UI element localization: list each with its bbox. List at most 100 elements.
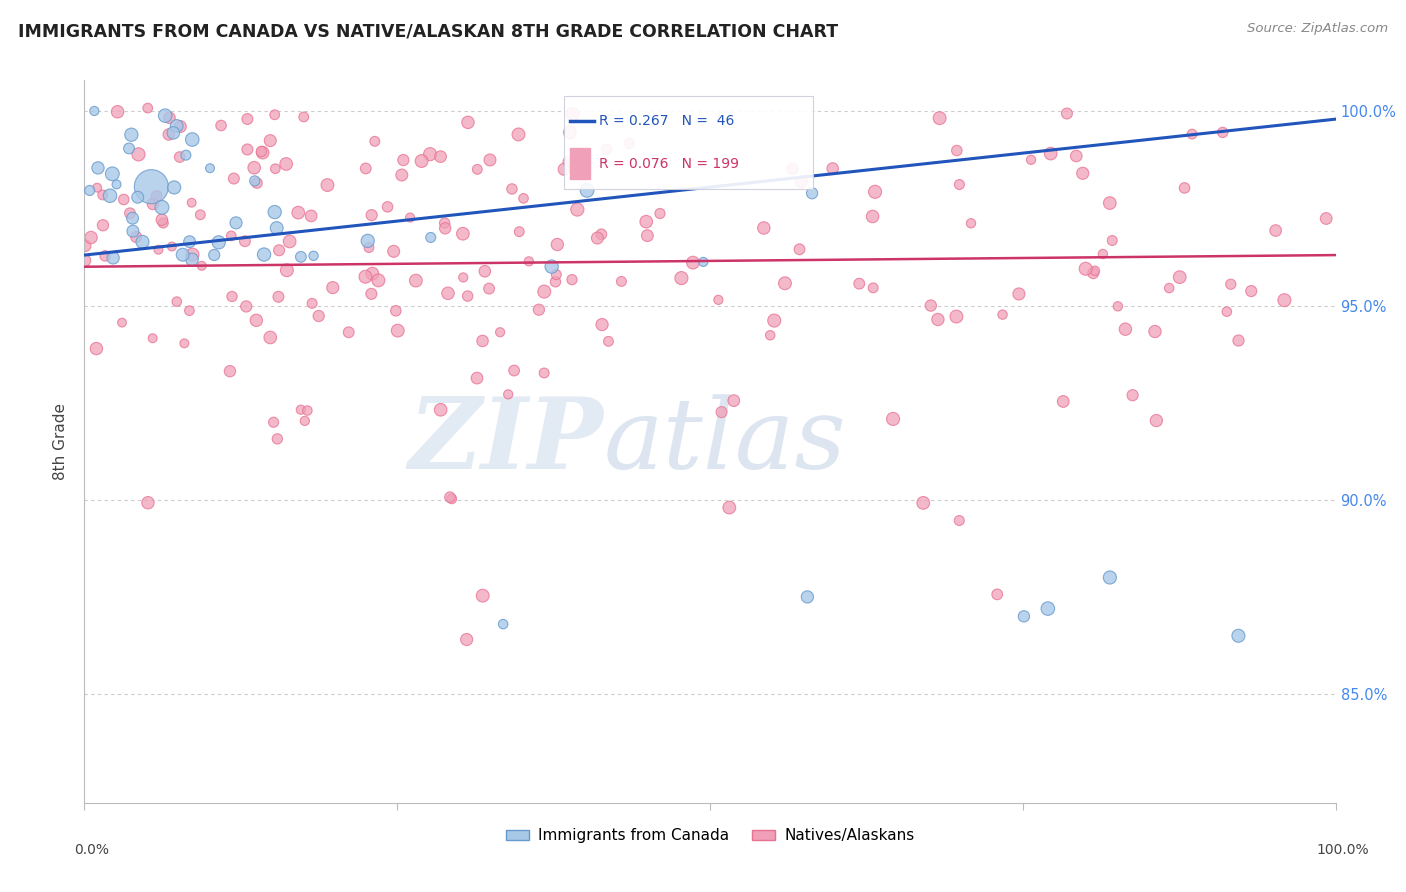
Point <box>225 216 247 230</box>
Point <box>222 171 245 186</box>
Point <box>91 188 114 202</box>
Point <box>127 190 149 204</box>
Point <box>1101 234 1123 248</box>
Point <box>101 167 124 181</box>
Point <box>86 342 108 356</box>
Point <box>544 275 567 289</box>
Point <box>1181 127 1204 141</box>
Point <box>252 145 274 160</box>
Point <box>1083 266 1105 280</box>
Point <box>276 157 298 171</box>
Point <box>136 496 159 510</box>
Point <box>337 326 360 340</box>
Point <box>360 208 382 222</box>
Text: 100.0%: 100.0% <box>1316 843 1369 857</box>
Point <box>533 366 555 380</box>
Point <box>290 402 312 417</box>
Point <box>433 216 456 230</box>
Point <box>122 224 145 238</box>
Text: atlas: atlas <box>603 394 846 489</box>
Point <box>150 212 173 227</box>
Point <box>79 184 101 198</box>
Point <box>512 191 534 205</box>
Point <box>172 248 194 262</box>
Point <box>759 328 782 343</box>
Point <box>322 280 344 294</box>
Point <box>437 286 460 301</box>
Point <box>439 490 461 504</box>
Point <box>235 300 257 314</box>
Point <box>159 111 181 125</box>
Point <box>619 136 641 151</box>
Point <box>1159 281 1181 295</box>
Point <box>636 228 658 243</box>
Point <box>1173 181 1195 195</box>
Point <box>948 178 970 192</box>
Point <box>243 161 266 175</box>
Point <box>292 110 315 124</box>
Point <box>253 247 276 261</box>
Point <box>508 128 530 142</box>
Point <box>561 107 583 121</box>
Point <box>382 244 405 259</box>
Point <box>308 309 330 323</box>
Point <box>718 500 741 515</box>
Point <box>796 590 818 604</box>
Point <box>209 119 232 133</box>
Point <box>264 161 287 176</box>
Point <box>316 178 339 192</box>
Point <box>364 134 387 148</box>
Point <box>259 330 281 344</box>
Point <box>148 243 170 257</box>
Point <box>595 142 617 156</box>
Point <box>527 302 550 317</box>
Point <box>392 153 415 167</box>
Point <box>360 286 382 301</box>
Point <box>287 205 309 219</box>
Point <box>357 234 380 248</box>
Point <box>489 325 512 339</box>
Point <box>586 231 609 245</box>
Point <box>492 617 515 632</box>
Point <box>471 334 494 348</box>
Point <box>98 188 121 202</box>
Point <box>1074 261 1097 276</box>
Point <box>1122 388 1144 402</box>
Point <box>166 294 188 309</box>
Point <box>245 313 267 327</box>
Point <box>181 132 204 146</box>
Point <box>801 186 824 201</box>
Point <box>478 282 501 296</box>
Point <box>429 150 451 164</box>
Point <box>863 185 886 199</box>
Point <box>236 112 259 126</box>
Point <box>610 274 633 288</box>
Point <box>546 268 568 282</box>
Point <box>710 405 733 419</box>
Point <box>692 255 714 269</box>
Point <box>250 145 273 159</box>
Point <box>928 111 950 125</box>
Point <box>478 153 501 167</box>
Point <box>179 235 201 249</box>
Point <box>419 147 441 161</box>
Point <box>1315 211 1337 226</box>
Point <box>456 632 478 647</box>
Point <box>174 148 197 162</box>
Point <box>152 216 174 230</box>
Point <box>453 270 475 285</box>
Point <box>636 215 658 229</box>
Point <box>440 491 463 506</box>
Point <box>136 101 159 115</box>
Point <box>920 299 942 313</box>
Point <box>302 249 325 263</box>
Point <box>1098 570 1121 584</box>
FancyBboxPatch shape <box>564 95 813 189</box>
Point <box>946 144 969 158</box>
Point <box>361 267 384 281</box>
Point <box>465 162 488 177</box>
Point <box>118 206 141 220</box>
Point <box>1107 299 1129 313</box>
Point <box>1012 609 1035 624</box>
Point <box>1143 325 1166 339</box>
